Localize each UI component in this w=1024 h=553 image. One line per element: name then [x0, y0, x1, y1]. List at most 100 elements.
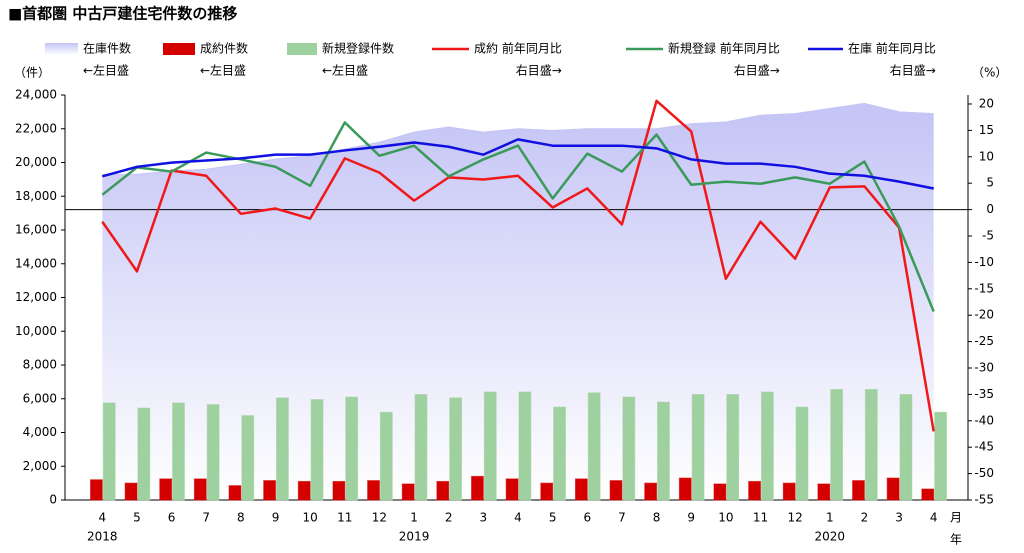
x-year-unit: 年 [950, 533, 962, 547]
x-year-label: 2019 [399, 530, 430, 544]
bar [921, 488, 935, 501]
bar [159, 478, 173, 501]
y-tick-label: 10,000 [15, 324, 57, 338]
legend-label: 成約件数 [200, 41, 248, 56]
y-tick-label: 4,000 [23, 425, 57, 439]
y2-tick-label: 0 [986, 202, 994, 216]
x-tick-label: 3 [480, 511, 488, 525]
y2-tick-label: -45 [974, 440, 994, 454]
bar [540, 482, 554, 501]
y-tick-label: 16,000 [15, 223, 57, 237]
bar [241, 415, 255, 501]
bar [518, 391, 532, 501]
bar [345, 396, 359, 501]
bar [505, 478, 519, 501]
y-tick-label: 24,000 [15, 88, 57, 102]
bar [782, 482, 796, 501]
y2-tick-label: -10 [974, 255, 994, 269]
x-tick-label: 10 [718, 511, 733, 525]
bar [172, 402, 185, 501]
bar [886, 477, 900, 501]
x-tick-label: 12 [372, 511, 387, 525]
x-tick-label: 4 [930, 511, 938, 525]
legend-note: 右目盛→ [734, 63, 780, 78]
legend-note: 右目盛→ [516, 63, 562, 78]
bar [934, 411, 947, 501]
y-tick-label: 12,000 [15, 290, 57, 304]
bar [622, 396, 636, 501]
bar [471, 475, 484, 501]
x-tick-label: 9 [687, 511, 695, 525]
y2-tick-label: 10 [979, 149, 994, 163]
x-tick-label: 4 [98, 511, 106, 525]
x-tick-label: 2 [861, 511, 869, 525]
x-tick-label: 6 [168, 511, 176, 525]
y2-unit: （%） [972, 66, 1007, 80]
bar [90, 479, 103, 501]
area-edge [102, 102, 934, 175]
x-year-label: 2018 [87, 530, 118, 544]
bar [102, 402, 116, 501]
bar [852, 480, 865, 501]
bar [553, 406, 566, 501]
y-tick-label: 14,000 [15, 256, 57, 270]
bar [713, 483, 727, 501]
bar [748, 480, 761, 501]
y2-tick-label: -5 [982, 228, 994, 242]
bar [760, 391, 774, 501]
bar [574, 478, 588, 501]
y-tick-label: 6,000 [23, 391, 57, 405]
legend-label: 新規登録件数 [322, 41, 394, 56]
bar [379, 411, 393, 501]
x-year-label: 2020 [814, 530, 845, 544]
bar [795, 406, 809, 501]
legend-note: 右目盛→ [890, 63, 936, 78]
y2-tick-label: -30 [974, 360, 994, 374]
x-tick-label: 4 [514, 511, 522, 525]
y2-tick-label: -20 [974, 308, 994, 322]
y2-tick-label: -15 [974, 281, 994, 295]
bar [657, 401, 670, 501]
x-tick-label: 11 [337, 511, 352, 525]
y2-tick-label: -55 [974, 493, 994, 507]
y-tick-label: 0 [49, 493, 57, 507]
y2-tick-label: -35 [974, 387, 994, 401]
bar [899, 394, 913, 501]
bar [193, 478, 207, 501]
legend-swatch [45, 43, 78, 55]
y-tick-label: 20,000 [15, 155, 57, 169]
bar [817, 483, 831, 501]
bar [206, 404, 220, 501]
legend-swatch [287, 43, 317, 55]
bar [483, 391, 497, 501]
legend-note: ←左目盛 [322, 63, 368, 78]
bar [124, 482, 138, 501]
x-tick-label: 1 [410, 511, 418, 525]
x-tick-label: 5 [133, 511, 141, 525]
y-tick-label: 2,000 [23, 459, 57, 473]
y2-tick-label: -25 [974, 334, 994, 348]
bar [436, 480, 450, 501]
bar [691, 394, 705, 501]
legend-note: ←左目盛 [83, 63, 129, 78]
bar [678, 477, 692, 501]
legend-label: 新規登録 前年同月比 [668, 41, 780, 56]
x-tick-label: 8 [653, 511, 661, 525]
legend-note: ←左目盛 [200, 63, 246, 78]
bar [401, 483, 415, 501]
area-fill [102, 103, 934, 500]
x-tick-label: 5 [549, 511, 557, 525]
x-tick-label: 6 [583, 511, 591, 525]
x-tick-label: 12 [787, 511, 802, 525]
bar [228, 485, 242, 501]
x-month-unit: 月 [950, 511, 962, 525]
x-tick-label: 2 [445, 511, 453, 525]
chart-title: ■首都圏 中古戸建住宅件数の推移 [8, 5, 237, 23]
bar [864, 388, 878, 501]
x-tick-label: 1 [826, 511, 834, 525]
bar [726, 394, 740, 501]
y-tick-label: 8,000 [23, 358, 57, 372]
bar [414, 394, 428, 501]
y2-tick-label: 15 [979, 123, 994, 137]
